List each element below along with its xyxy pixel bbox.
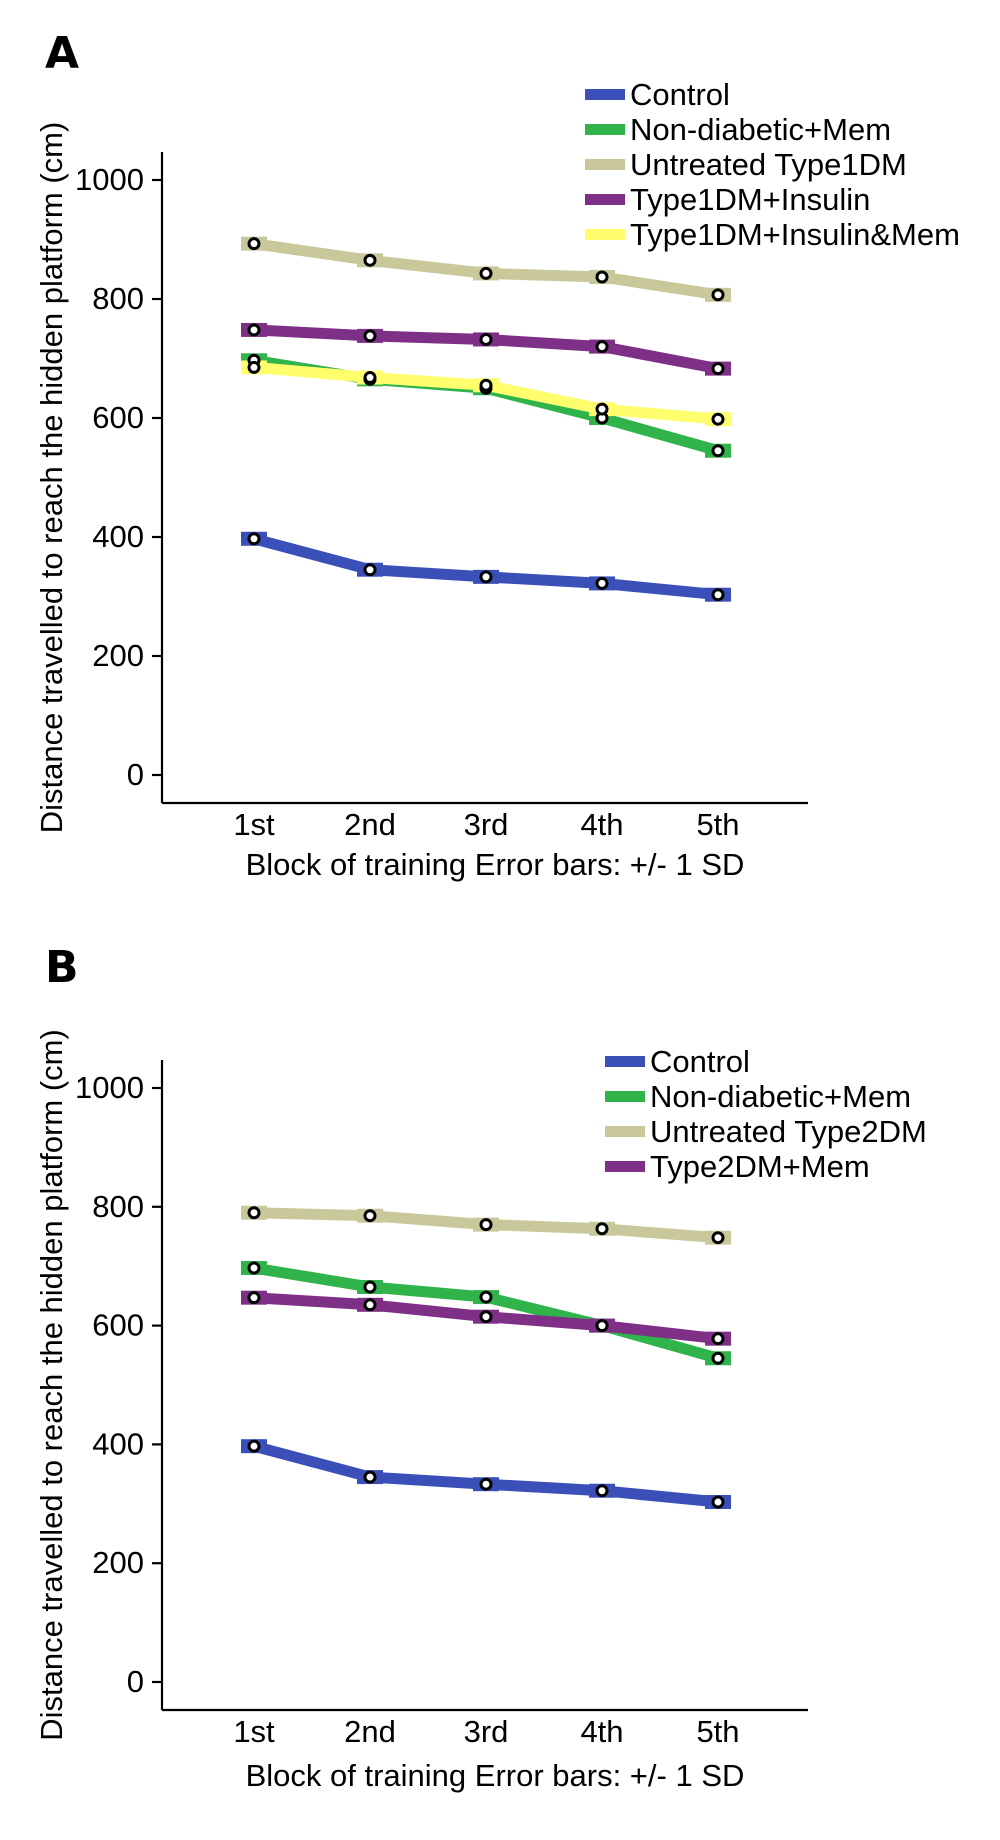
series-0 <box>241 531 731 602</box>
y-tick-label: 800 <box>92 1189 144 1224</box>
chart-panel-a: A 0 200 400 600 800 1000 1st 2nd 3rd 4th 5th Block o… <box>34 28 960 882</box>
legend-label: Control <box>630 77 730 112</box>
legend-label: Control <box>650 1044 750 1079</box>
x-axis-title: Block of training Error bars: +/- 1 SD <box>246 847 745 882</box>
y-tick-label: 1000 <box>75 1070 144 1105</box>
y-tick-label: 200 <box>92 1545 144 1580</box>
panel-label: B <box>45 942 79 993</box>
y-tick-label: 0 <box>127 1664 144 1699</box>
y-tick-label: 800 <box>92 281 144 316</box>
data-point <box>363 1280 377 1294</box>
data-point <box>479 266 493 280</box>
series-line <box>252 533 719 601</box>
legend-swatch <box>605 1091 645 1102</box>
data-point <box>247 323 261 337</box>
data-point <box>595 270 609 284</box>
data-point <box>595 1222 609 1236</box>
x-tick-label: 5th <box>696 1714 739 1749</box>
data-point <box>595 402 609 416</box>
data-point <box>247 1291 261 1305</box>
x-tick-label: 2nd <box>344 1714 396 1749</box>
legend-swatch <box>605 1161 645 1172</box>
data-point <box>479 332 493 346</box>
data-point <box>479 1218 493 1232</box>
data-point <box>595 576 609 590</box>
legend-label: Non-diabetic+Mem <box>630 112 891 147</box>
legend-label: Type1DM+Insulin <box>630 182 870 217</box>
data-point <box>363 1209 377 1223</box>
data-point <box>711 1495 725 1509</box>
data-point <box>247 532 261 546</box>
data-point <box>479 378 493 392</box>
legend-label: Untreated Type1DM <box>630 147 907 182</box>
y-tick-label: 200 <box>92 638 144 673</box>
legend-swatch <box>585 229 625 240</box>
data-point <box>363 1470 377 1484</box>
y-tick-label: 400 <box>92 1426 144 1461</box>
data-point <box>363 563 377 577</box>
data-point <box>711 444 725 458</box>
x-tick-label: 3rd <box>464 807 509 842</box>
data-point <box>595 340 609 354</box>
data-point <box>479 570 493 584</box>
data-point <box>711 288 725 302</box>
chart-panel-b: B 0 200 400 600 800 1000 1st 2nd 3rd 4th 5th Block o… <box>0 920 1000 1840</box>
legend-swatch <box>585 124 625 135</box>
y-tick-label: 600 <box>92 1308 144 1343</box>
legend-swatch <box>605 1056 645 1067</box>
x-tick-label: 5th <box>696 807 739 842</box>
data-point <box>247 360 261 374</box>
legend-label: Type2DM+Mem <box>650 1149 870 1184</box>
data-point <box>247 1261 261 1275</box>
x-tick-label: 4th <box>580 807 623 842</box>
y-tick-label: 600 <box>92 400 144 435</box>
legend-label: Non-diabetic+Mem <box>650 1079 911 1114</box>
data-point <box>363 329 377 343</box>
y-tick-label: 0 <box>127 757 144 792</box>
series-line <box>252 1440 719 1508</box>
data-point <box>711 362 725 376</box>
x-tick-label: 3rd <box>464 1714 509 1749</box>
legend-swatch <box>585 89 625 100</box>
data-point <box>247 237 261 251</box>
data-point <box>479 1477 493 1491</box>
legend-swatch <box>605 1126 645 1137</box>
data-point <box>595 1319 609 1333</box>
chart-svg-a: A 0 200 400 600 800 1000 1st 2nd 3rd 4th 5th Block o… <box>34 28 960 882</box>
y-tick-label: 1000 <box>75 162 144 197</box>
y-tick-label: 400 <box>92 519 144 554</box>
y-axis-title: Distance travelled to reach the hidden p… <box>34 1029 69 1741</box>
data-point <box>363 1298 377 1312</box>
legend-swatch <box>585 194 625 205</box>
data-point <box>711 1351 725 1365</box>
series-0 <box>241 1439 731 1510</box>
data-point <box>479 1310 493 1324</box>
x-tick-label: 2nd <box>344 807 396 842</box>
legend-label: Untreated Type2DM <box>650 1114 927 1149</box>
legend-label: Type1DM+Insulin&Mem <box>630 217 960 252</box>
data-point <box>247 1206 261 1220</box>
x-tick-label: 1st <box>233 807 275 842</box>
data-point <box>363 253 377 267</box>
legend-swatch <box>585 159 625 170</box>
y-axis-title: Distance travelled to reach the hidden p… <box>34 122 69 834</box>
data-point <box>711 1231 725 1245</box>
data-point <box>711 1332 725 1346</box>
x-tick-label: 1st <box>233 1714 275 1749</box>
data-point <box>711 588 725 602</box>
data-point <box>363 371 377 385</box>
data-point <box>247 1439 261 1453</box>
panel-label: A <box>45 28 79 79</box>
chart-svg-b: B 0 200 400 600 800 1000 1st 2nd 3rd 4th 5th Block o… <box>34 942 927 1793</box>
data-point <box>711 412 725 426</box>
data-point <box>595 1484 609 1498</box>
x-axis-title: Block of training Error bars: +/- 1 SD <box>246 1758 745 1793</box>
data-point <box>479 1290 493 1304</box>
x-tick-label: 4th <box>580 1714 623 1749</box>
